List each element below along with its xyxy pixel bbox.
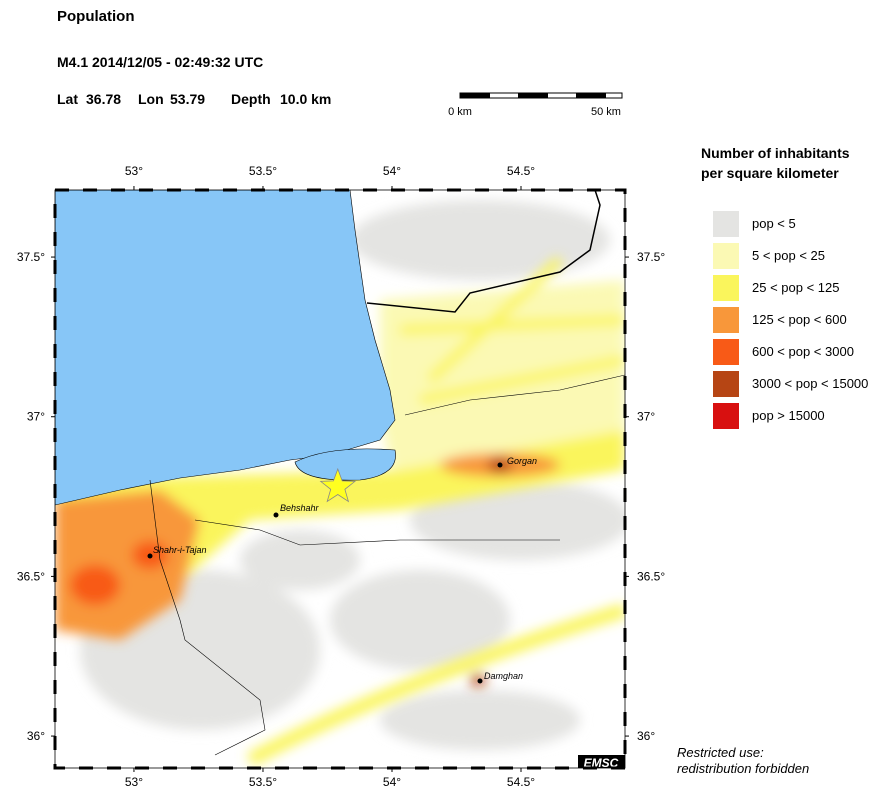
map-area: Gorgan Behshahr Shahr-i-Tajan Damghan EM… [55, 190, 625, 770]
legend-label: pop < 5 [752, 216, 796, 231]
depth-label: Depth [231, 91, 271, 107]
lat-tick-label: 37.5° [17, 250, 45, 264]
city-label: Damghan [484, 671, 523, 681]
legend-swatch [713, 339, 739, 365]
legend-title: Number of inhabitants [701, 145, 850, 161]
legend-label: pop > 15000 [752, 408, 825, 423]
lat-tick-label: 36° [637, 729, 655, 743]
lon-tick-label: 53° [125, 775, 143, 789]
depth-value: 10.0 km [280, 91, 331, 107]
lon-tick-label: 53.5° [249, 775, 277, 789]
legend-swatch [713, 211, 739, 237]
lon-tick-label: 54.5° [507, 775, 535, 789]
city-label: Gorgan [507, 456, 537, 466]
scale-start: 0 km [448, 106, 472, 118]
lon-label: Lon [138, 91, 164, 107]
legend-swatch [713, 403, 739, 429]
lon-tick-label: 53° [125, 164, 143, 178]
lon-tick-label: 54° [383, 775, 401, 789]
lon-tick-label: 54° [383, 164, 401, 178]
scale-end: 50 km [591, 106, 621, 118]
legend-swatch [713, 371, 739, 397]
legend-label: 600 < pop < 3000 [752, 344, 854, 359]
lat-tick-label: 36.5° [17, 569, 45, 583]
lat-tick-label: 36.5° [637, 569, 665, 583]
legend-swatch [713, 243, 739, 269]
lon-value: 53.79 [170, 91, 205, 107]
lat-label: Lat [57, 91, 78, 107]
legend-label: 125 < pop < 600 [752, 312, 847, 327]
lat-tick-label: 36° [27, 729, 45, 743]
title: Population [57, 8, 135, 25]
footer: redistribution forbidden [677, 761, 809, 776]
legend-label: 5 < pop < 25 [752, 248, 825, 263]
lat-tick-label: 37° [27, 410, 45, 424]
legend-swatch [713, 307, 739, 333]
event-info: M4.1 2014/12/05 - 02:49:32 UTC [57, 54, 263, 70]
lat-tick-label: 37° [637, 410, 655, 424]
lon-tick-label: 54.5° [507, 164, 535, 178]
footer: Restricted use: [677, 745, 764, 760]
legend-label: 25 < pop < 125 [752, 280, 839, 295]
legend-title: per square kilometer [701, 165, 839, 181]
city-label: Behshahr [280, 503, 320, 513]
scale-bar [459, 92, 623, 99]
lat-tick-label: 37.5° [637, 250, 665, 264]
legend-label: 3000 < pop < 15000 [752, 376, 868, 391]
legend-swatch [713, 275, 739, 301]
lon-tick-label: 53.5° [249, 164, 277, 178]
epicenter [319, 467, 356, 503]
lat-value: 36.78 [86, 91, 121, 107]
credit: EMSC [584, 756, 619, 770]
city-label: Shahr-i-Tajan [153, 545, 207, 555]
